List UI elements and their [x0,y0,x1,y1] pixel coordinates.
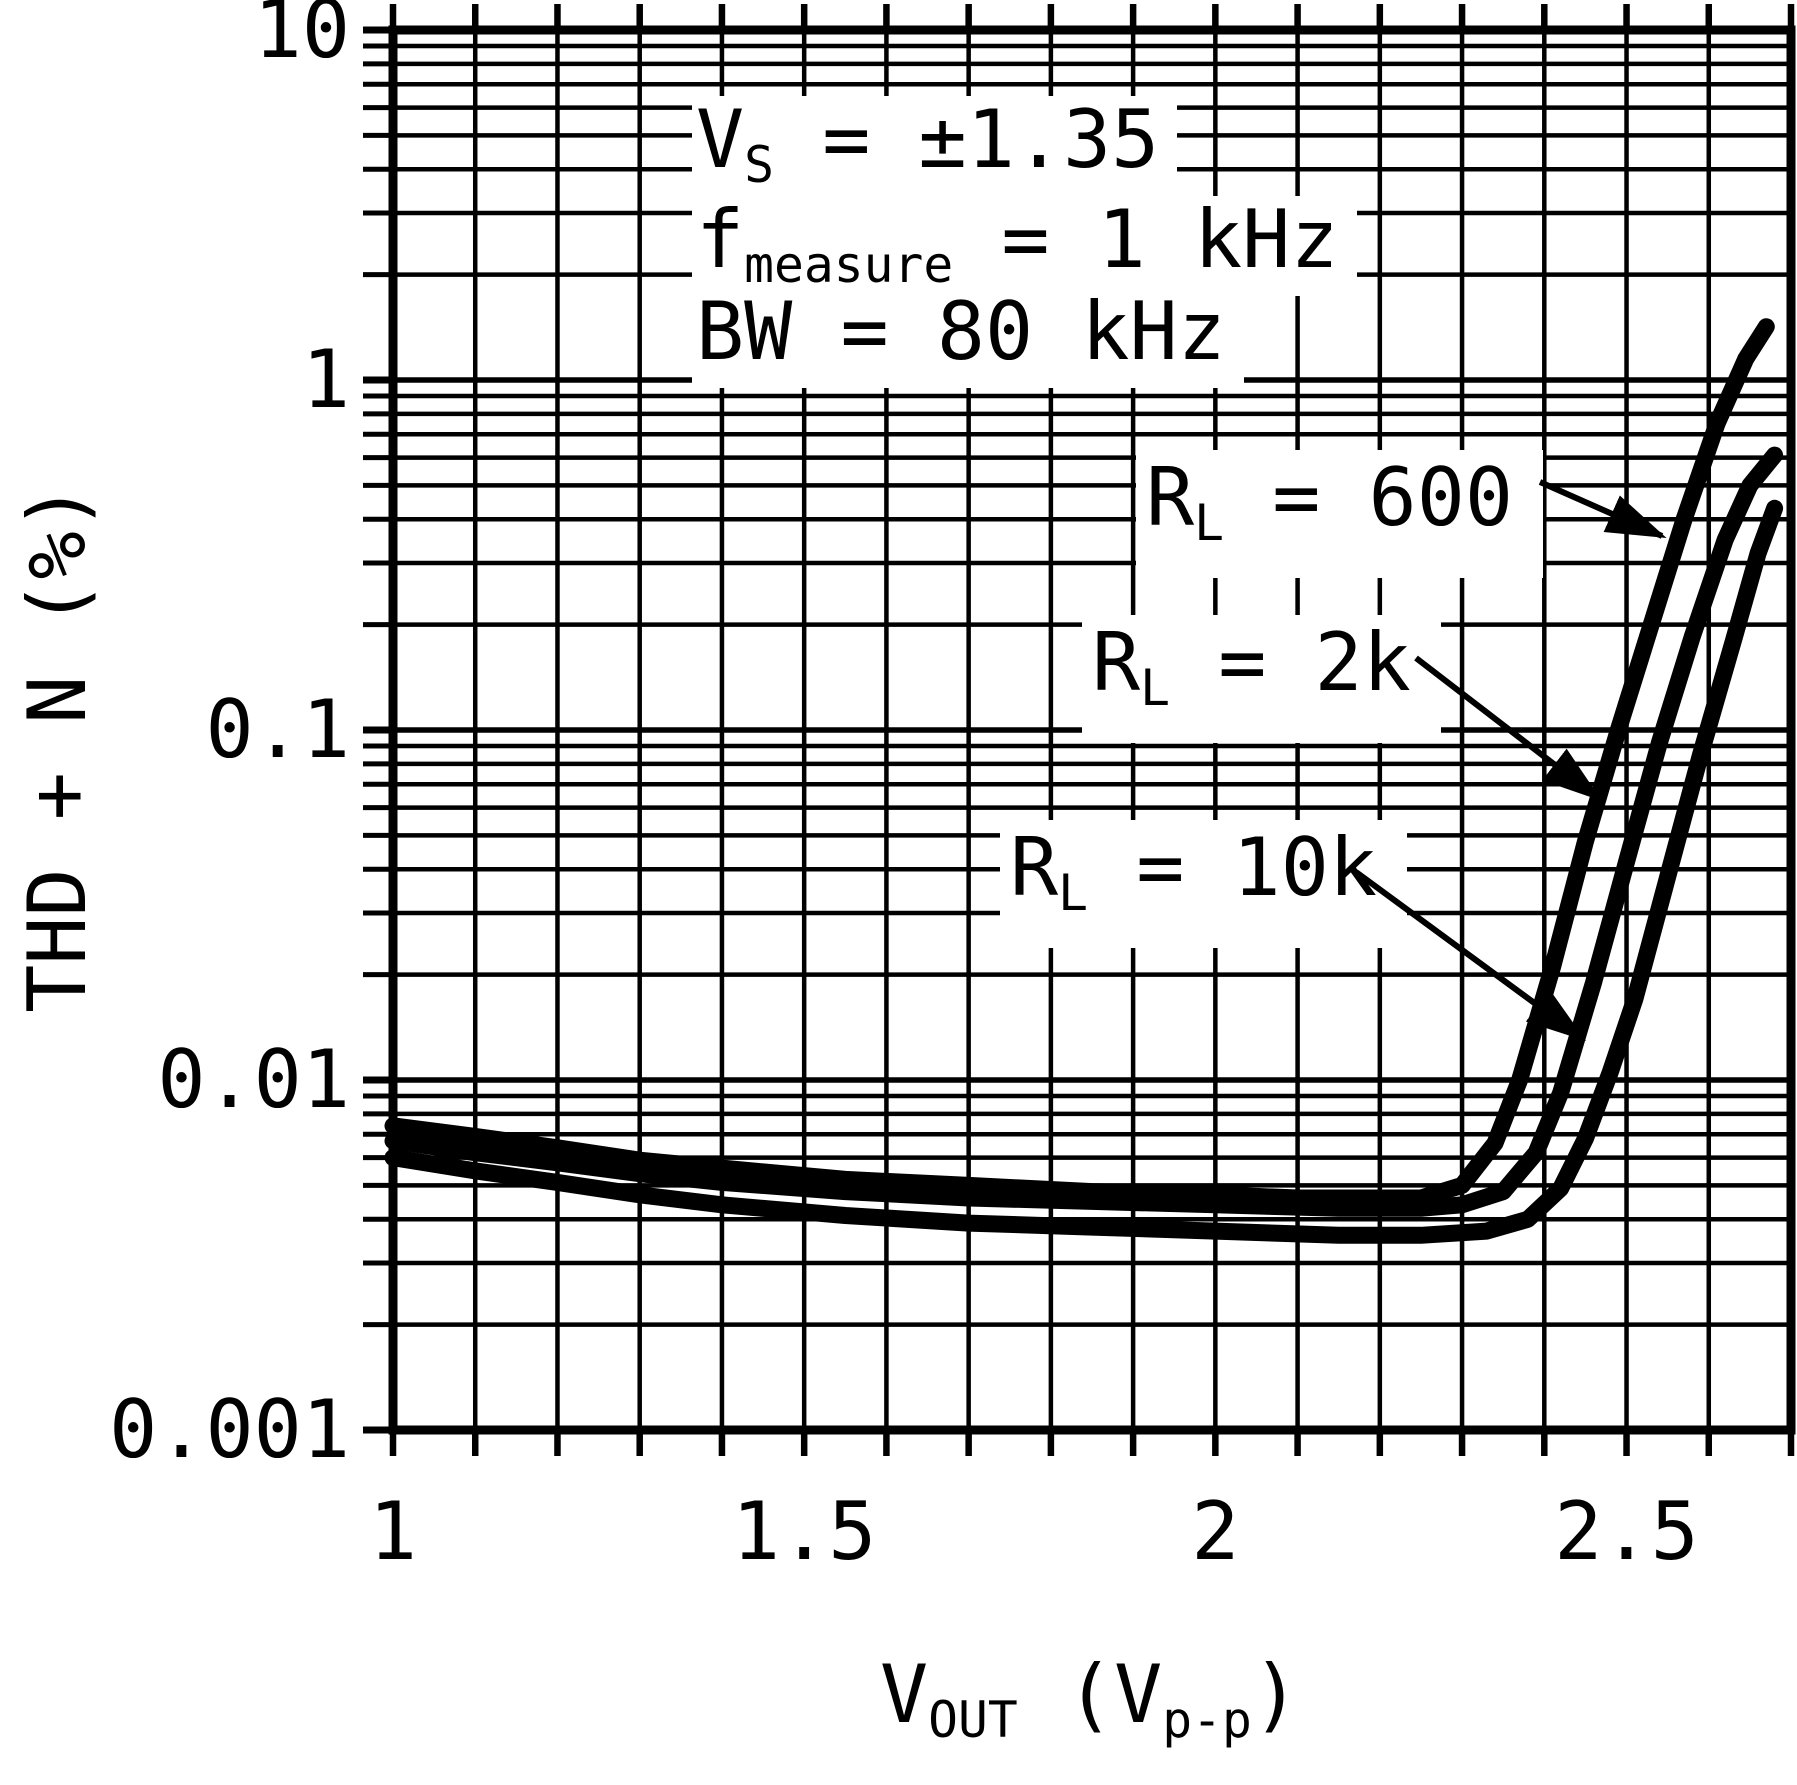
condition-measure-frequency: fmeasure = 1 kHz [692,196,1357,297]
condition-supply-voltage: VS = ±1.35 [692,96,1178,197]
series-label-rl-600: RL = 600 [1136,450,1544,579]
x-tick-label: 2 [1191,1485,1240,1578]
x-tick-label: 2.5 [1554,1485,1699,1578]
series-label-rl-2k: RL = 2k [1082,615,1441,744]
y-tick-label: 1 [301,333,350,426]
y-tick-label: 10 [253,0,350,76]
y-tick-label: 0.1 [205,683,351,776]
x-axis-title: VOUT (Vp-p) [880,1648,1300,1749]
x-tick-label: 1 [368,1485,418,1578]
series-label-rl-10k: RL = 10k [1000,820,1408,949]
condition-bandwidth: BW = 80 kHz [692,288,1244,389]
x-tick-label: 1.5 [731,1485,877,1578]
y-tick-label: 0.001 [109,1383,350,1476]
y-tick-label: 0.01 [157,1033,350,1126]
